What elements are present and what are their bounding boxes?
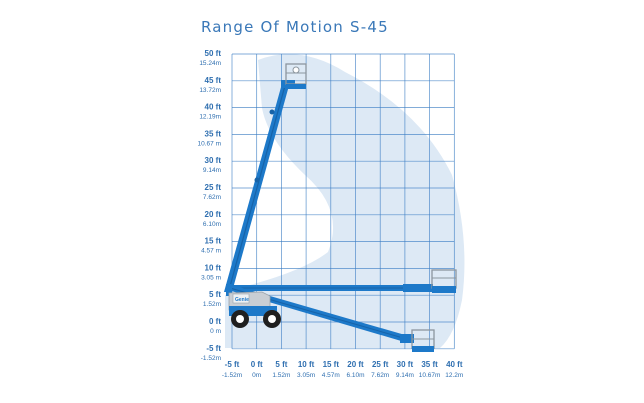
x-tick-label-ft: -5 ft [225, 360, 240, 369]
y-tick-label-m: 1.52m [203, 301, 221, 308]
horizontal-platform-basket [431, 269, 457, 293]
y-tick-label-ft: 15 ft [205, 237, 222, 246]
y-tick-label-m: 6.10m [203, 221, 221, 228]
x-tick-label-m: -1.52m [222, 372, 242, 379]
y-tick-label-ft: 35 ft [205, 129, 222, 138]
x-tick-label-m: 3.05m [297, 372, 315, 379]
x-axis-labels: -5 ft -1.52m 0 ft 0m 5 ft 1.52m 10 ft 3.05m 15 f… [222, 360, 463, 379]
y-tick-label-ft: -5 ft [206, 344, 221, 353]
y-tick-label-ft: 40 ft [205, 103, 222, 112]
y-tick-label-ft: 0 ft [209, 317, 221, 326]
lower-platform-basket [411, 329, 435, 352]
y-tick-label-ft: 10 ft [205, 263, 222, 272]
x-tick-label-ft: 35 ft [421, 360, 438, 369]
y-tick-label-ft: 20 ft [205, 210, 222, 219]
y-tick-label-m: -1.52m [201, 355, 221, 362]
x-tick-label-m: 10.67m [419, 372, 441, 379]
x-tick-label-ft: 20 ft [347, 360, 364, 369]
x-tick-label-m: 9.14m [396, 372, 414, 379]
x-tick-label-ft: 40 ft [446, 360, 463, 369]
x-tick-label-ft: 10 ft [298, 360, 315, 369]
upper-platform-basket [285, 63, 307, 89]
y-tick-label-ft: 30 ft [205, 156, 222, 165]
x-tick-label-ft: 5 ft [275, 360, 287, 369]
horizontal-boom [228, 284, 433, 292]
y-tick-label-ft: 5 ft [209, 290, 221, 299]
diagram-title: Range Of Motion S-45 [201, 18, 389, 36]
y-tick-label-m: 15.24m [199, 60, 221, 67]
machine-badge: Genie [235, 297, 249, 303]
y-tick-label-m: 12.19m [199, 114, 221, 121]
x-tick-label-m: 4.57m [322, 372, 340, 379]
machine-chassis: Genie [226, 284, 277, 316]
x-tick-label-ft: 15 ft [323, 360, 340, 369]
y-tick-label-ft: 45 ft [205, 76, 222, 85]
x-tick-label-m: 12.2m [445, 372, 463, 379]
x-tick-label-ft: 0 ft [251, 360, 263, 369]
y-tick-label-m: 13.72m [199, 87, 221, 94]
y-tick-label-m: 4.57 m [201, 248, 221, 255]
y-tick-label-m: 3.05 m [201, 274, 221, 281]
y-tick-label-m: 0 m [210, 328, 221, 335]
x-tick-label-m: 1.52m [272, 372, 290, 379]
y-tick-label-ft: 25 ft [205, 183, 222, 192]
y-tick-label-ft: 50 ft [205, 49, 222, 58]
x-tick-label-m: 6.10m [346, 372, 364, 379]
y-tick-label-m: 7.62m [203, 194, 221, 201]
x-tick-label-ft: 30 ft [397, 360, 414, 369]
y-tick-label-m: 10.67 m [198, 140, 222, 147]
x-tick-label-ft: 25 ft [372, 360, 389, 369]
x-tick-label-m: 7.62m [371, 372, 389, 379]
front-wheel [231, 310, 249, 328]
x-tick-label-m: 0m [252, 372, 261, 379]
y-axis-labels: 50 ft 15.24m 45 ft 13.72m 40 ft 12.19m 35 ft 10… [198, 49, 222, 362]
rear-wheel [263, 310, 281, 328]
y-tick-label-m: 9.14m [203, 167, 221, 174]
